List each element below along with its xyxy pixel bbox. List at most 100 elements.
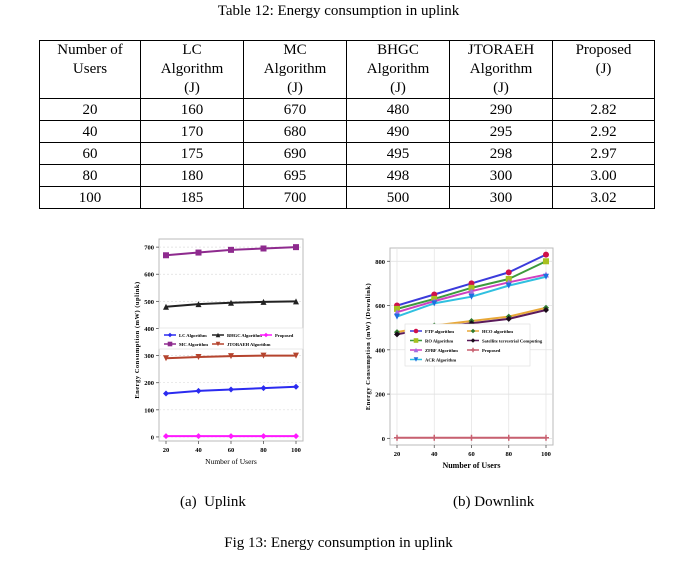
legend-marker xyxy=(413,347,419,353)
table-cell: 670 xyxy=(243,98,347,121)
data-point xyxy=(260,245,267,252)
header-mc: MC Algorithm (J) xyxy=(243,40,347,99)
legend-label: JTORAEH Algorithm xyxy=(227,342,271,347)
data-point xyxy=(228,246,234,253)
downlink-chart: 0 200 400 600 800 20 40 60 80 100 Number of Users E… xyxy=(365,247,554,470)
header-users: Number of Users xyxy=(39,40,141,99)
x-tick-label: 80 xyxy=(506,451,513,458)
header-lc: LC Algorithm (J) xyxy=(140,40,244,99)
table-cell: 480 xyxy=(346,98,450,121)
data-point xyxy=(543,273,549,280)
data-point xyxy=(543,306,549,313)
data-point xyxy=(293,298,299,305)
legend-item: RO Algorithm xyxy=(410,338,453,344)
legend-item: ZFBF Algorithm xyxy=(410,347,458,353)
table-header-row: Number of Users LC Algorithm (J) MC Algorith… xyxy=(39,40,655,99)
y-tick-label: 800 xyxy=(375,259,385,266)
table-cell: 170 xyxy=(140,120,244,143)
series-mc-algorithm xyxy=(163,244,299,259)
legend-label: BHGC Algorithm xyxy=(227,333,262,338)
legend-marker xyxy=(263,332,269,338)
x-tick-label: 20 xyxy=(163,447,170,454)
data-point xyxy=(394,313,400,320)
data-point xyxy=(468,293,475,300)
table-cell: 2.82 xyxy=(552,98,655,121)
subcaption-uplink: (a) Uplink xyxy=(180,494,246,510)
data-point xyxy=(195,353,202,360)
data-point xyxy=(505,275,512,282)
series-proposed xyxy=(163,433,299,440)
y-tick-label: 300 xyxy=(144,353,154,360)
legend-item: Satellite terrestrial Computing xyxy=(467,338,543,344)
series-acr-algorithm xyxy=(394,273,549,320)
legend-label: HCO algorithm xyxy=(482,329,513,334)
data-point xyxy=(394,331,400,338)
data-point xyxy=(468,288,475,295)
table-cell: 298 xyxy=(449,142,553,165)
legend-marker xyxy=(167,341,173,347)
data-point xyxy=(260,385,267,392)
table-cell: 500 xyxy=(346,186,450,209)
data-point xyxy=(293,383,299,390)
table-cell: 180 xyxy=(140,164,244,187)
legend: LC Algorithm MC Algorithm BHGC Algorithm JT… xyxy=(158,327,304,350)
y-tick-label: 200 xyxy=(375,392,385,399)
legend-item: Proposed xyxy=(467,347,501,353)
legend-marker xyxy=(167,332,173,338)
table-cell: 80 xyxy=(39,164,141,187)
y-tick-label: 100 xyxy=(144,407,154,414)
legend-label: ACR Algorithm xyxy=(425,358,456,363)
table-cell: 160 xyxy=(140,98,244,121)
legend-marker xyxy=(470,328,476,334)
y-axis-label: Energy Consumption (mW) (Downlink) xyxy=(365,283,372,410)
table-row: 100 185 700 500 300 3.02 xyxy=(39,186,655,209)
data-point xyxy=(163,303,169,310)
legend-marker xyxy=(413,338,419,343)
data-point xyxy=(431,434,438,441)
legend-label: ZFBF Algorithm xyxy=(425,348,458,353)
data-point xyxy=(260,352,267,359)
legend-item: ACR Algorithm xyxy=(410,357,456,363)
table-cell: 60 xyxy=(39,142,141,165)
data-point xyxy=(293,244,299,251)
legend-item: HCO algorithm xyxy=(467,328,513,334)
legend-label: RO Algorithm xyxy=(425,339,453,344)
legend-label: FTP algorithm xyxy=(425,329,454,334)
table-cell: 2.92 xyxy=(552,120,655,143)
x-tick-label: 40 xyxy=(195,447,202,454)
data-point xyxy=(293,433,299,440)
data-point xyxy=(195,387,202,394)
y-tick-label: 0 xyxy=(382,436,385,443)
subcaption-downlink: (b) Downlink xyxy=(453,494,535,510)
legend-label: LC Algorithm xyxy=(179,333,207,338)
data-point xyxy=(505,434,512,441)
y-tick-label: 200 xyxy=(144,380,154,387)
series-lc-algorithm xyxy=(163,383,299,397)
legend-item: MC Algorithm xyxy=(164,341,208,347)
legend-marker xyxy=(413,328,419,334)
legend: FTP algorithm RO Algorithm ZFBF Algorithm A… xyxy=(404,323,543,367)
table-cell: 295 xyxy=(449,120,553,143)
table-cell: 290 xyxy=(449,98,553,121)
uplink-chart: 0 100 200 300 400 500 600 700 20 40 60 80 100 Number … xyxy=(134,238,304,466)
legend-label: Satellite terrestrial Computing xyxy=(482,339,543,344)
table-cell: 2.97 xyxy=(552,142,655,165)
legend-marker xyxy=(215,341,221,347)
y-tick-label: 600 xyxy=(144,272,154,279)
table-cell: 490 xyxy=(346,120,450,143)
series-bhgc-algorithm xyxy=(163,298,299,310)
series-proposed xyxy=(394,434,549,441)
x-tick-label: 20 xyxy=(394,451,401,458)
table-cell: 700 xyxy=(243,186,347,209)
data-point xyxy=(543,258,549,265)
table-cell: 185 xyxy=(140,186,244,209)
data-point xyxy=(293,352,299,359)
legend-label: MC Algorithm xyxy=(179,342,208,347)
x-tick-label: 40 xyxy=(431,451,438,458)
x-tick-label: 60 xyxy=(468,451,475,458)
y-tick-label: 400 xyxy=(144,326,154,333)
data-point xyxy=(228,353,234,360)
x-tick-label: 60 xyxy=(228,447,235,454)
table-cell: 495 xyxy=(346,142,450,165)
data-point xyxy=(163,252,169,259)
